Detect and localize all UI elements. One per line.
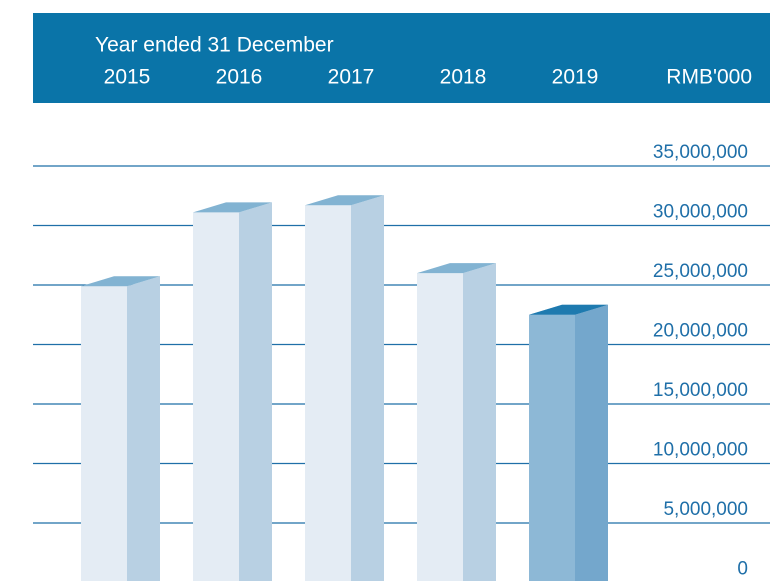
bar-side-shade <box>239 202 272 581</box>
bar <box>81 276 160 581</box>
bar <box>529 304 608 581</box>
bar-front <box>305 205 351 581</box>
y-unit: RMB'000 <box>666 66 752 89</box>
bar-side <box>127 276 160 581</box>
bar-side <box>239 202 272 581</box>
bar-front <box>193 212 239 581</box>
bar-front <box>417 273 463 581</box>
subtitle: Year ended 31 December <box>95 34 334 57</box>
x-tick-label: 2019 <box>552 66 599 89</box>
y-tick-label: 35,000,000 <box>653 142 748 163</box>
bar <box>193 202 272 581</box>
bar-side-shade <box>463 263 496 581</box>
bar-top <box>305 195 384 206</box>
bar-top-shade <box>81 276 160 287</box>
bar-front <box>81 286 127 581</box>
bar-top <box>81 276 160 287</box>
bar-top-shade <box>193 202 272 213</box>
bar <box>417 263 496 581</box>
y-tick-label: 10,000,000 <box>653 440 748 461</box>
bar <box>305 195 384 581</box>
bar-side-shade <box>575 304 608 581</box>
bar-top <box>193 202 272 213</box>
x-tick-label: 2015 <box>104 66 151 89</box>
bar-front <box>529 314 575 581</box>
bar-side-shade <box>127 276 160 581</box>
bar-top-shade <box>305 195 384 206</box>
bar-side <box>463 263 496 581</box>
bar-top <box>417 263 496 274</box>
bar-side <box>575 304 608 581</box>
header-band <box>33 13 770 103</box>
bar-side-shade <box>351 195 384 581</box>
x-tick-label: 2017 <box>328 66 375 89</box>
x-tick-label: 2018 <box>440 66 487 89</box>
y-tick-label: 0 <box>737 559 748 580</box>
y-tick-label: 15,000,000 <box>653 380 748 401</box>
bar-top-shade <box>529 304 608 315</box>
y-tick-label: 30,000,000 <box>653 202 748 223</box>
y-tick-label: 20,000,000 <box>653 321 748 342</box>
y-tick-label: 5,000,000 <box>663 499 748 520</box>
y-tick-label: 25,000,000 <box>653 261 748 282</box>
bar-side <box>351 195 384 581</box>
bar-top-shade <box>417 263 496 274</box>
x-tick-label: 2016 <box>216 66 263 89</box>
